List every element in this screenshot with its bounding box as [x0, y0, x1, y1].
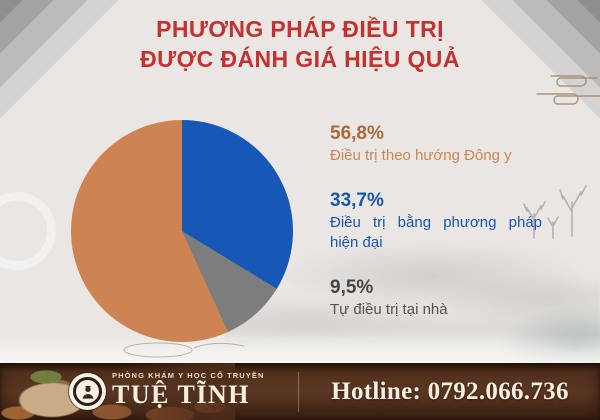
clinic-name-label: TUỆ TĨNH [112, 380, 250, 409]
clinic-logo-ring [73, 377, 102, 406]
hotline-label: Hotline: 0792.066.736 [331, 377, 569, 405]
physician-figure-icon [82, 385, 93, 399]
clinic-logo [69, 373, 106, 410]
bare-trees-sketch-icon [523, 185, 587, 239]
page-title: PHƯƠNG PHÁP ĐIỀU TRỊ ĐƯỢC ĐÁNH GIÁ HIỆU … [0, 15, 600, 75]
legend-label: Điều trị theo hướng Đông y [330, 146, 512, 164]
legend-label: Điều trị bằng phương pháp hiện đại [330, 213, 542, 252]
light-band [0, 334, 600, 363]
clinic-brand: PHÒNG KHÁM Y HỌC CỔ TRUYỀN TUỆ TĨNH [112, 371, 292, 410]
herb-sketch-icon [123, 342, 245, 358]
footer-bar: PHÒNG KHÁM Y HỌC CỔ TRUYỀN TUỆ TĨNH Hotl… [0, 363, 600, 420]
pie-chart [71, 120, 293, 342]
page-title-line2: ĐƯỢC ĐÁNH GIÁ HIỆU QUẢ [140, 45, 460, 72]
legend-percent: 9,5% [330, 277, 374, 299]
legend-percent: 56,8% [330, 123, 384, 144]
herbs-photo [0, 363, 235, 420]
page-title-line1: PHƯƠNG PHÁP ĐIỀU TRỊ [156, 16, 444, 42]
legend-item-modern: 33,7% Điều trị bằng phương pháp hiện đại [330, 189, 592, 253]
footer-divider [298, 372, 299, 412]
pie-legend: 56,8% Điều trị theo hướng Đông y 33,7% Đ… [330, 122, 592, 320]
legend-percent: 33,7% [330, 190, 384, 212]
legend-item-self-treat: 9,5% Tự điều trị tại nhà [330, 276, 592, 320]
watermark-shape [0, 192, 56, 270]
legend-label: Tự điều trị tại nhà [330, 301, 448, 319]
clinic-type-label: PHÒNG KHÁM Y HỌC CỔ TRUYỀN [112, 371, 265, 380]
legend-item-dong-y: 56,8% Điều trị theo hướng Đông y [330, 122, 592, 166]
